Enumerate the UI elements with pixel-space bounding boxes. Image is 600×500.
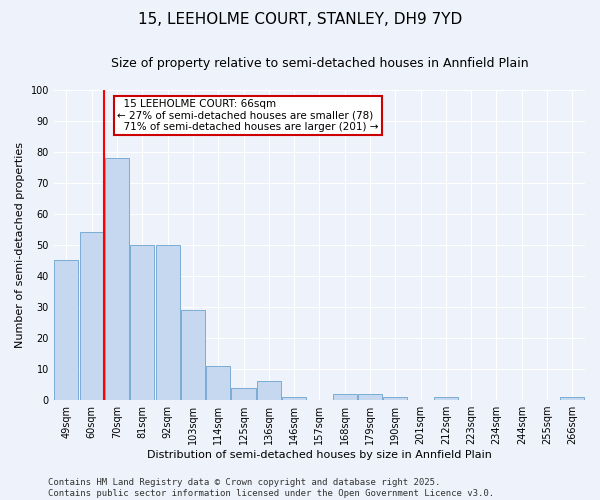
X-axis label: Distribution of semi-detached houses by size in Annfield Plain: Distribution of semi-detached houses by … — [147, 450, 492, 460]
Bar — [155, 245, 179, 400]
Bar — [358, 394, 382, 400]
Bar — [105, 158, 129, 400]
Text: 15 LEEHOLME COURT: 66sqm  
← 27% of semi-detached houses are smaller (78)
  71% : 15 LEEHOLME COURT: 66sqm ← 27% of semi-d… — [117, 99, 379, 132]
Bar — [282, 397, 306, 400]
Bar — [55, 260, 79, 400]
Bar — [206, 366, 230, 400]
Title: Size of property relative to semi-detached houses in Annfield Plain: Size of property relative to semi-detach… — [110, 58, 528, 70]
Bar — [232, 388, 256, 400]
Bar — [181, 310, 205, 400]
Bar — [434, 397, 458, 400]
Bar — [332, 394, 357, 400]
Text: Contains HM Land Registry data © Crown copyright and database right 2025.
Contai: Contains HM Land Registry data © Crown c… — [48, 478, 494, 498]
Bar — [80, 232, 104, 400]
Bar — [560, 397, 584, 400]
Bar — [130, 245, 154, 400]
Text: 15, LEEHOLME COURT, STANLEY, DH9 7YD: 15, LEEHOLME COURT, STANLEY, DH9 7YD — [138, 12, 462, 28]
Bar — [257, 382, 281, 400]
Bar — [383, 397, 407, 400]
Y-axis label: Number of semi-detached properties: Number of semi-detached properties — [15, 142, 25, 348]
